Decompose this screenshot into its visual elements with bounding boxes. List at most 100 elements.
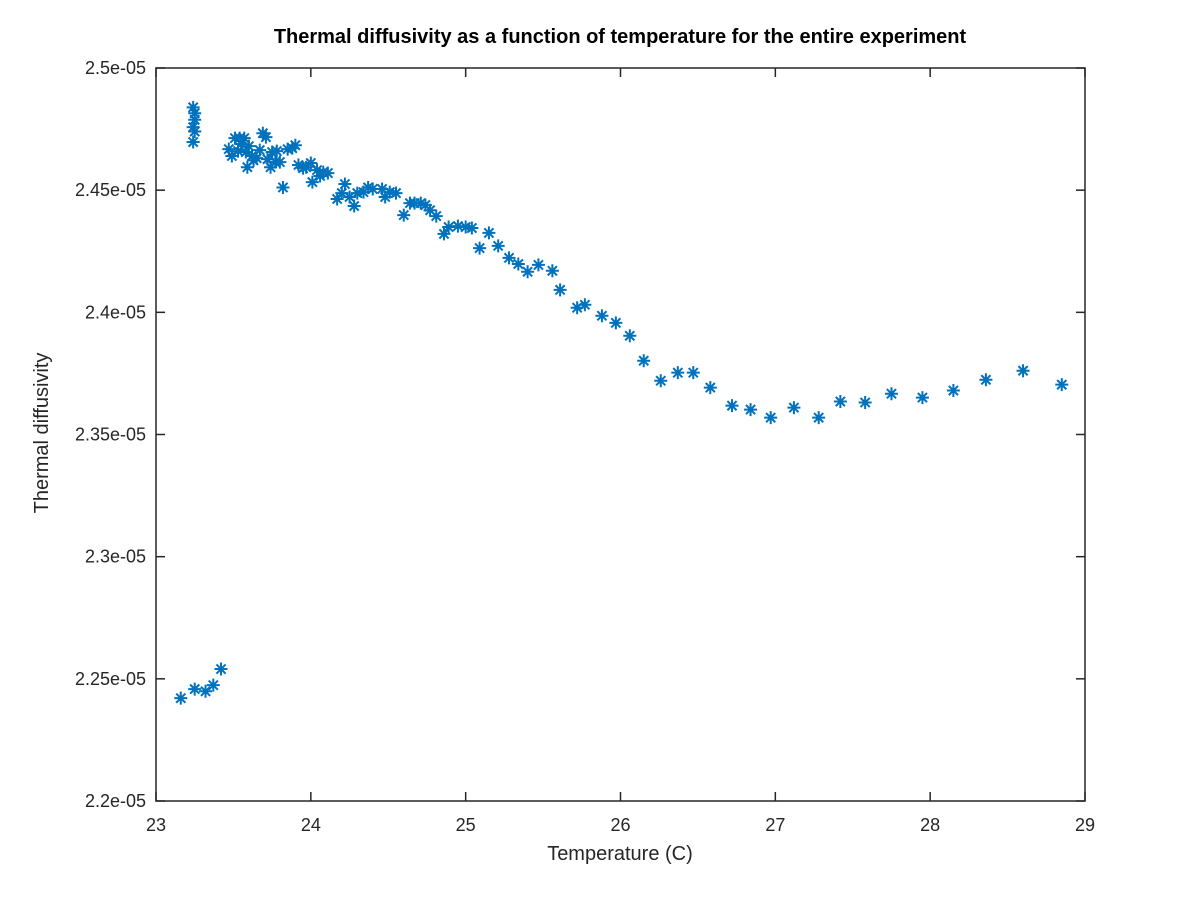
- data-point: [609, 316, 623, 330]
- data-point: [812, 411, 826, 425]
- data-point: [237, 131, 251, 145]
- data-point: [305, 175, 319, 189]
- data-point: [343, 190, 357, 204]
- data-point: [1016, 364, 1030, 378]
- data-point: [270, 144, 284, 158]
- data-point: [356, 185, 370, 199]
- chart-title: Thermal diffusivity as a function of tem…: [274, 26, 967, 48]
- data-point: [1055, 378, 1069, 392]
- data-point: [451, 219, 465, 233]
- data-point: [637, 354, 651, 368]
- data-point: [915, 391, 929, 405]
- axes-frame: [155, 67, 1086, 802]
- x-tick-label: 28: [920, 815, 940, 835]
- y-axis-ticks: 2.2e-05 2.25e-05 2.3e-05 2.35e-05 2.4e-05 2.4…: [75, 58, 1085, 811]
- data-point: [239, 145, 253, 159]
- data-point: [174, 691, 188, 705]
- data-point: [378, 190, 392, 204]
- data-point: [186, 100, 200, 114]
- data-point: [188, 106, 202, 120]
- data-point: [442, 220, 456, 234]
- data-point: [553, 283, 567, 297]
- data-point: [858, 395, 872, 409]
- data-point: [242, 139, 256, 153]
- data-point: [276, 180, 290, 194]
- data-point: [288, 138, 302, 152]
- data-point: [703, 381, 717, 395]
- data-point: [418, 198, 432, 212]
- data-point: [465, 221, 479, 235]
- data-point: [188, 682, 202, 696]
- data-point: [437, 227, 451, 241]
- data-point: [366, 182, 380, 196]
- y-tick-label: 2.35e-05: [75, 425, 146, 445]
- x-axis-label: Temperature (C): [547, 843, 693, 865]
- y-tick-label: 2.4e-05: [85, 302, 146, 322]
- data-point: [347, 199, 361, 213]
- data-point: [375, 182, 389, 196]
- data-point: [531, 258, 545, 272]
- data-point: [310, 163, 324, 177]
- y-tick-label: 2.3e-05: [85, 547, 146, 567]
- data-point: [291, 158, 305, 172]
- data-point: [214, 662, 228, 676]
- data-point: [397, 208, 411, 222]
- data-point: [884, 387, 898, 401]
- data-point: [222, 142, 236, 156]
- axes-box: [155, 67, 1086, 802]
- data-point: [429, 209, 443, 223]
- y-tick-label: 2.45e-05: [75, 180, 146, 200]
- data-point: [304, 156, 318, 170]
- data-point: [273, 155, 287, 169]
- data-point: [264, 160, 278, 174]
- data-point: [330, 192, 344, 206]
- data-point: [260, 152, 274, 166]
- x-tick-label: 23: [146, 815, 166, 835]
- data-point: [234, 137, 248, 151]
- x-tick-label: 29: [1075, 815, 1095, 835]
- data-points: [174, 100, 1069, 705]
- data-point: [335, 186, 349, 200]
- data-point: [250, 151, 264, 165]
- x-tick-label: 26: [610, 815, 630, 835]
- y-tick-label: 2.5e-05: [85, 58, 146, 78]
- data-point: [245, 149, 259, 163]
- x-axis-ticks: 23 24 25 26 27 28 29: [146, 68, 1095, 835]
- data-point: [946, 384, 960, 398]
- data-point: [578, 298, 592, 312]
- data-point: [671, 366, 685, 380]
- data-point: [744, 403, 758, 417]
- y-tick-label: 2.2e-05: [85, 791, 146, 811]
- x-tick-label: 25: [456, 815, 476, 835]
- data-point: [545, 264, 559, 278]
- data-point: [764, 411, 778, 425]
- x-tick-label: 24: [301, 815, 321, 835]
- data-point: [186, 135, 200, 149]
- data-point: [199, 684, 213, 698]
- data-point: [188, 125, 202, 139]
- data-point: [482, 226, 496, 240]
- data-point: [253, 143, 267, 157]
- data-point: [321, 166, 335, 180]
- data-point: [206, 678, 220, 692]
- data-point: [473, 241, 487, 255]
- data-point: [389, 186, 403, 200]
- data-point: [787, 401, 801, 415]
- data-point: [623, 329, 637, 343]
- data-point: [979, 373, 993, 387]
- data-point: [502, 251, 516, 265]
- data-point: [725, 399, 739, 413]
- data-point: [338, 177, 352, 191]
- data-point: [225, 149, 239, 163]
- y-axis-label: Thermal diffusivity: [31, 353, 53, 514]
- data-point: [686, 366, 700, 380]
- x-tick-label: 27: [765, 815, 785, 835]
- data-point: [240, 160, 254, 174]
- data-point: [491, 239, 505, 253]
- data-point: [231, 144, 245, 158]
- data-point: [833, 395, 847, 409]
- y-tick-label: 2.25e-05: [75, 669, 146, 689]
- data-point: [654, 374, 668, 388]
- data-point: [511, 257, 525, 271]
